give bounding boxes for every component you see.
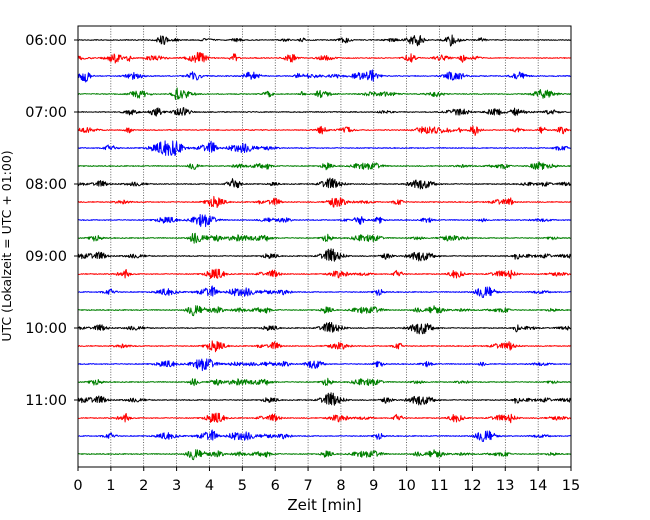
x-tick-label: 14 (529, 478, 547, 494)
y-axis-title: UTC (Lokalzeit = UTC + 01:00) (0, 150, 14, 341)
trace-line (77, 305, 572, 317)
y-tick-label: 09:00 (25, 249, 67, 265)
trace-line (77, 125, 572, 137)
trace-line (78, 107, 572, 117)
trace-line (77, 321, 572, 335)
trace-line (77, 140, 572, 156)
trace-line (77, 392, 572, 406)
trace-line (77, 268, 572, 280)
trace-line (77, 51, 572, 64)
x-tick-label: 12 (463, 478, 481, 494)
y-tick-label: 07:00 (25, 105, 67, 121)
y-tick-label: 08:00 (25, 177, 67, 193)
x-tick-label: 11 (430, 478, 448, 494)
vertical-gridlines (110, 26, 539, 467)
x-tick-label: 4 (205, 478, 214, 494)
seismic-traces (77, 34, 572, 461)
plot-frame (77, 25, 572, 468)
x-tick-label: 15 (562, 478, 580, 494)
x-tick-label: 5 (238, 478, 247, 494)
x-tick-label: 9 (369, 478, 378, 494)
x-tick-label: 3 (172, 478, 181, 494)
trace-line (77, 340, 572, 353)
x-tick-label: 6 (271, 478, 280, 494)
x-tick-label: 7 (303, 478, 312, 494)
x-tick-label: 0 (73, 478, 82, 494)
trace-line (77, 177, 572, 190)
trace-line (77, 87, 572, 100)
trace-line (77, 232, 572, 244)
x-tick-label: 13 (496, 478, 514, 494)
x-axis-ticks: 0 1 2 3 4 5 6 7 8 9 10 11 12 13 14 15 (73, 467, 580, 494)
trace-line (77, 449, 572, 461)
trace-line (77, 285, 572, 299)
y-axis-ticks: 06:00 07:00 08:00 09:00 10:00 11:00 (25, 33, 78, 409)
trace-line (77, 248, 572, 262)
trace-line (77, 429, 572, 443)
x-tick-label: 10 (397, 478, 415, 494)
trace-line (77, 412, 572, 424)
x-tick-label: 8 (336, 478, 345, 494)
x-tick-label: 1 (106, 478, 115, 494)
y-tick-label: 10:00 (25, 321, 67, 337)
y-tick-label: 11:00 (25, 393, 67, 409)
trace-line (77, 69, 572, 83)
y-tick-label: 06:00 (25, 33, 67, 49)
plot-area (78, 26, 571, 467)
trace-line (77, 377, 572, 387)
trace-line (77, 214, 572, 228)
x-tick-label: 2 (139, 478, 148, 494)
trace-line (77, 358, 572, 372)
x-axis-title: Zeit [min] (287, 496, 361, 514)
trace-line (77, 161, 572, 171)
trace-line (77, 195, 572, 209)
trace-line (77, 34, 572, 47)
